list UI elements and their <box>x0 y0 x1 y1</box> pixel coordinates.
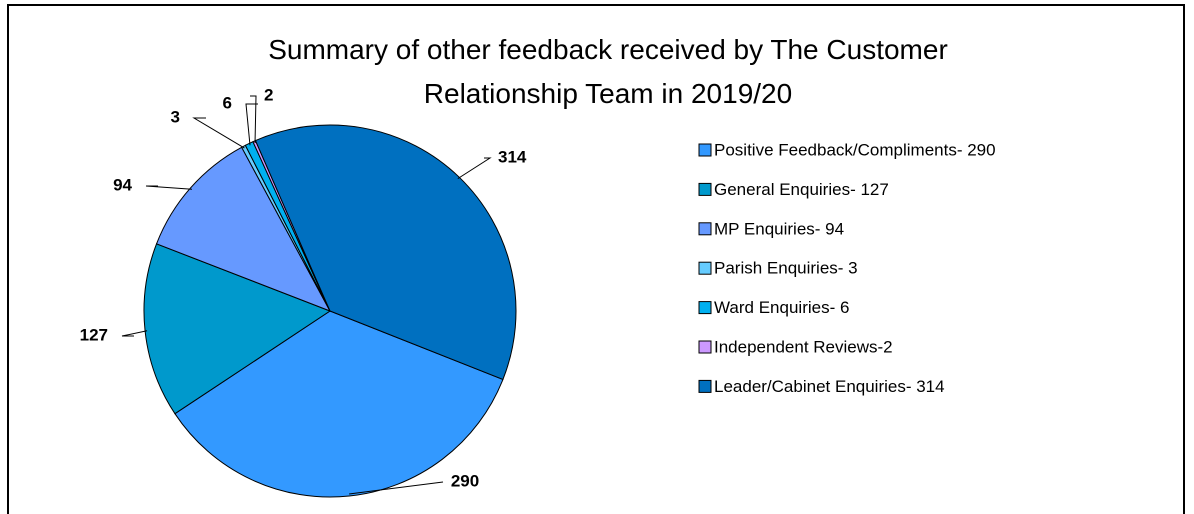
pie-slice <box>174 310 504 498</box>
data-label: 127 <box>80 325 108 344</box>
leader-line <box>250 95 257 143</box>
legend-swatch <box>698 222 712 236</box>
legend-swatch <box>698 143 712 157</box>
data-label: 290 <box>451 471 479 490</box>
leader-line <box>457 157 492 180</box>
legend-swatch <box>698 261 712 275</box>
legend-label: Leader/Cabinet Enquiries- 314 <box>714 377 945 396</box>
leader-line <box>349 481 444 495</box>
legend-label: General Enquiries- 127 <box>714 180 889 199</box>
leader-line <box>192 117 245 149</box>
chart-title: Summary of other feedback received by Th… <box>268 34 948 109</box>
pie-slice <box>155 146 332 312</box>
data-label: 314 <box>498 147 527 166</box>
data-label: 3 <box>171 107 180 126</box>
legend-label: Positive Feedback/Compliments- 290 <box>714 140 996 159</box>
leader-line <box>121 330 148 337</box>
legend-label: Ward Enquiries- 6 <box>714 298 849 317</box>
leader-line <box>245 103 258 146</box>
data-label: 2 <box>264 85 273 104</box>
legend-label: MP Enquiries- 94 <box>714 219 844 238</box>
legend-swatch <box>698 379 712 393</box>
leader-line <box>145 185 193 190</box>
legend-label: Independent Reviews-2 <box>714 337 893 356</box>
data-label: 6 <box>223 93 232 112</box>
legend-swatch <box>698 340 712 354</box>
legend-swatch <box>698 182 712 196</box>
data-label: 94 <box>113 175 132 194</box>
legend-label: Parish Enquiries- 3 <box>714 259 858 278</box>
legend-swatch <box>698 301 712 315</box>
